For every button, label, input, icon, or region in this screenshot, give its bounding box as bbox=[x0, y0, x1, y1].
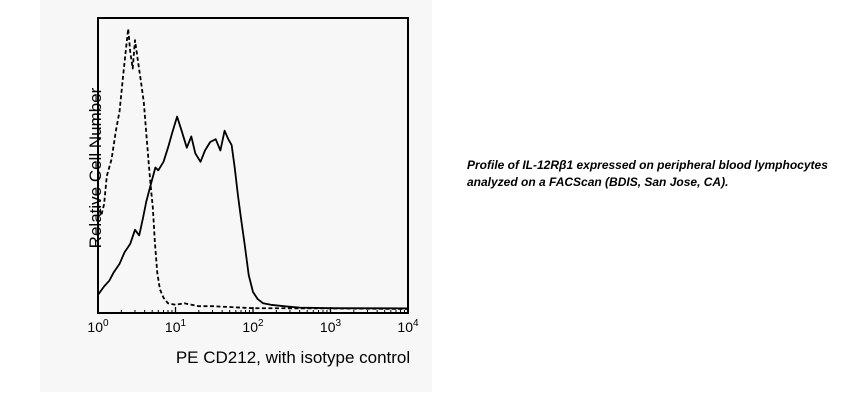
x-tick-label: 101 bbox=[165, 318, 187, 335]
figure-panel: 100 101 102 103 104 Relative Cell Number PE … bbox=[40, 0, 432, 392]
isotype-control-histogram bbox=[97, 27, 409, 310]
x-tick-label: 104 bbox=[397, 318, 419, 335]
y-axis-label: Relative Cell Number bbox=[86, 87, 105, 249]
x-tick-label: 103 bbox=[320, 318, 342, 335]
series-layer bbox=[97, 27, 409, 310]
plot-frame bbox=[97, 17, 409, 314]
figure-caption: Profile of IL-12Rβ1 expressed on periphe… bbox=[467, 158, 828, 189]
cd212-histogram bbox=[97, 115, 409, 310]
x-tick-label: 102 bbox=[242, 318, 264, 335]
histogram-plot: 100 101 102 103 104 bbox=[87, 17, 419, 335]
x-tick-label: 100 bbox=[87, 318, 109, 335]
x-axis-ticks: 100 101 102 103 104 bbox=[87, 307, 419, 335]
x-axis-label: PE CD212, with isotype control bbox=[175, 348, 411, 367]
